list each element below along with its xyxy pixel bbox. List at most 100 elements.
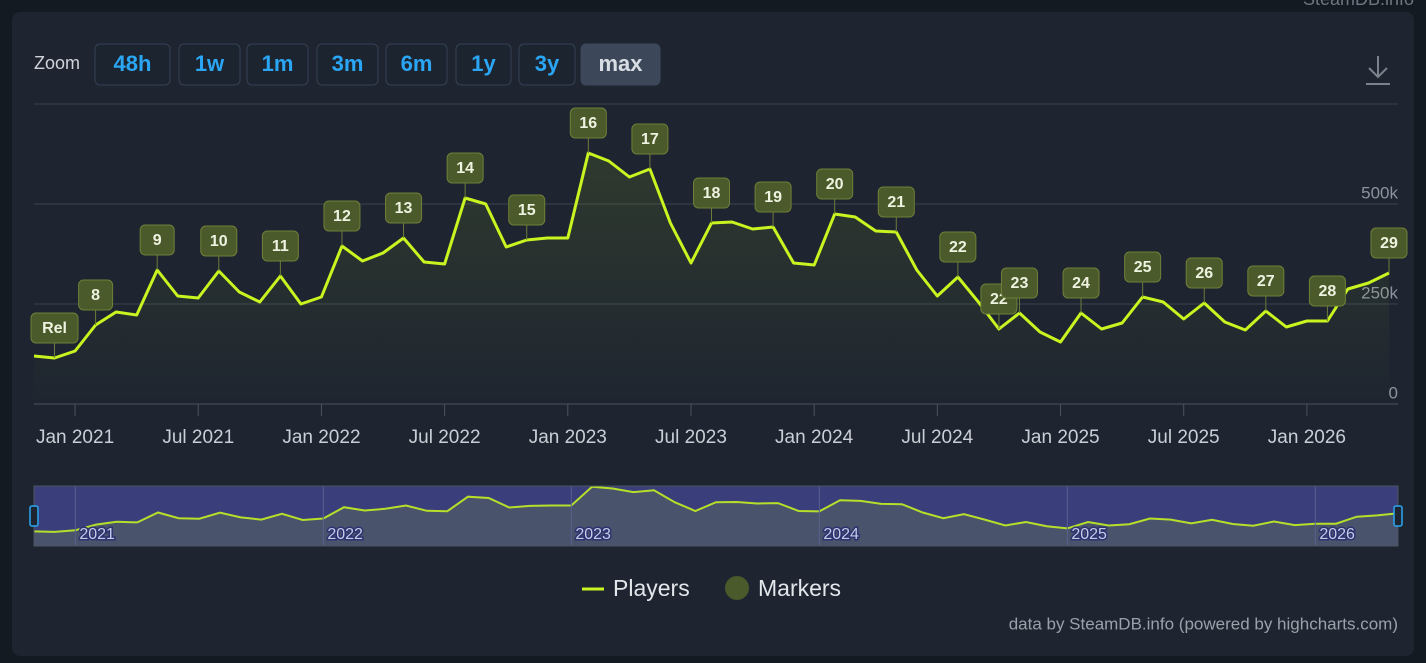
marker: 27 [1247,265,1285,311]
zoom-button-label[interactable]: 1m [262,51,294,76]
marker: 22 [939,231,977,277]
marker-box [30,312,79,344]
marker-box [1370,227,1408,259]
zoom-button-label[interactable]: 3y [535,51,560,76]
marker-box [877,186,915,218]
navigator-handle[interactable] [29,505,39,527]
marker-label: 20 [826,176,844,193]
marker: 8 [78,279,114,325]
marker: 18 [693,177,730,223]
marker-label: 25 [1134,259,1152,276]
zoom-button[interactable] [246,43,309,86]
y-tick-label: 500k [1361,183,1398,202]
marker-box [693,177,730,209]
marker: 24 [1062,267,1100,313]
marker-label: 18 [703,185,721,202]
marker-label: Rel [42,320,67,337]
navigator-handle[interactable] [1393,505,1403,527]
marker-box [139,224,175,256]
navigator-label: 2023 [575,526,611,543]
marker-label: 13 [395,200,413,217]
marker-label: 15 [518,202,536,219]
marker-label: 8 [91,287,100,304]
marker-box [78,279,114,311]
marker: 25 [1124,251,1162,297]
navigator-label: 2021 [79,526,115,543]
marker: 19 [754,181,792,227]
x-tick-label: Jul 2021 [162,427,234,448]
marker-box [631,123,669,155]
marker: 20 [816,168,854,214]
zoom-button[interactable] [580,43,661,86]
marker-label: 19 [764,189,782,206]
x-tick-label: Jul 2022 [409,427,481,448]
marker-box [754,181,792,213]
marker: 14 [446,152,484,198]
x-tick-label: Jan 2023 [529,427,607,448]
legend-label[interactable]: Players [613,575,690,601]
download-icon[interactable] [1366,56,1390,85]
zoom-button-label[interactable]: max [598,51,643,76]
legend-marker [725,576,749,600]
marker-box [385,192,423,224]
marker-label: 23 [1011,275,1029,292]
source-badge: SteamDB.info [1303,0,1414,9]
zoom-button-label[interactable]: 3m [332,51,364,76]
marker: 17 [631,123,669,169]
x-tick-label: Jul 2023 [655,427,727,448]
marker-box [200,225,238,257]
zoom-button-label[interactable]: 1y [471,51,496,76]
marker: 26 [1185,257,1223,303]
navigator-label: 2025 [1071,526,1107,543]
y-tick-label: 0 [1389,383,1398,402]
zoom-button-label[interactable]: 6m [401,51,433,76]
marker: 13 [385,192,423,238]
marker: 15 [508,194,546,240]
credits: data by SteamDB.info (powered by highcha… [1009,614,1398,633]
zoom-button-label[interactable]: 1w [195,51,225,76]
marker-label: 14 [456,160,474,177]
area [34,153,1389,404]
zoom-label: Zoom [34,53,80,73]
marker-label: 11 [272,238,289,255]
marker-label: 9 [153,232,162,249]
zoom-button[interactable] [94,43,171,86]
marker: 23 [1000,267,1038,313]
navigator-label: 2022 [327,526,363,543]
navigator-label: 2024 [823,526,859,543]
zoom-button[interactable] [385,43,448,86]
marker-label: 17 [641,131,659,148]
navigator-label: 2026 [1319,526,1355,543]
marker-box [1062,267,1100,299]
zoom-button-label[interactable]: 48h [114,51,152,76]
marker-label: 21 [887,194,905,211]
legend-label[interactable]: Markers [758,575,841,601]
marker-box [261,230,299,262]
navigator-area [34,486,1398,546]
marker-box [1000,267,1038,299]
x-tick-label: Jan 2026 [1268,427,1346,448]
zoom-button[interactable] [316,43,379,86]
marker: 29 [1370,227,1408,273]
marker-box [1185,257,1223,289]
marker-label: 10 [210,233,228,250]
zoom-button[interactable] [518,43,576,86]
marker-box [508,194,546,226]
marker-box [569,107,607,139]
marker-box [939,231,977,263]
marker-label: 12 [333,208,351,225]
marker: 16 [569,107,607,153]
zoom-button[interactable] [178,43,241,86]
marker: 10 [200,225,238,271]
marker-label: 26 [1195,265,1213,282]
zoom-button[interactable] [455,43,512,86]
marker-box [1247,265,1285,297]
x-tick-label: Jan 2025 [1021,427,1099,448]
navigator-line [33,485,1399,533]
marker-label: 29 [1380,235,1398,252]
x-tick-label: Jul 2024 [901,427,973,448]
marker: 21 [877,186,915,232]
marker: 12 [323,200,361,246]
